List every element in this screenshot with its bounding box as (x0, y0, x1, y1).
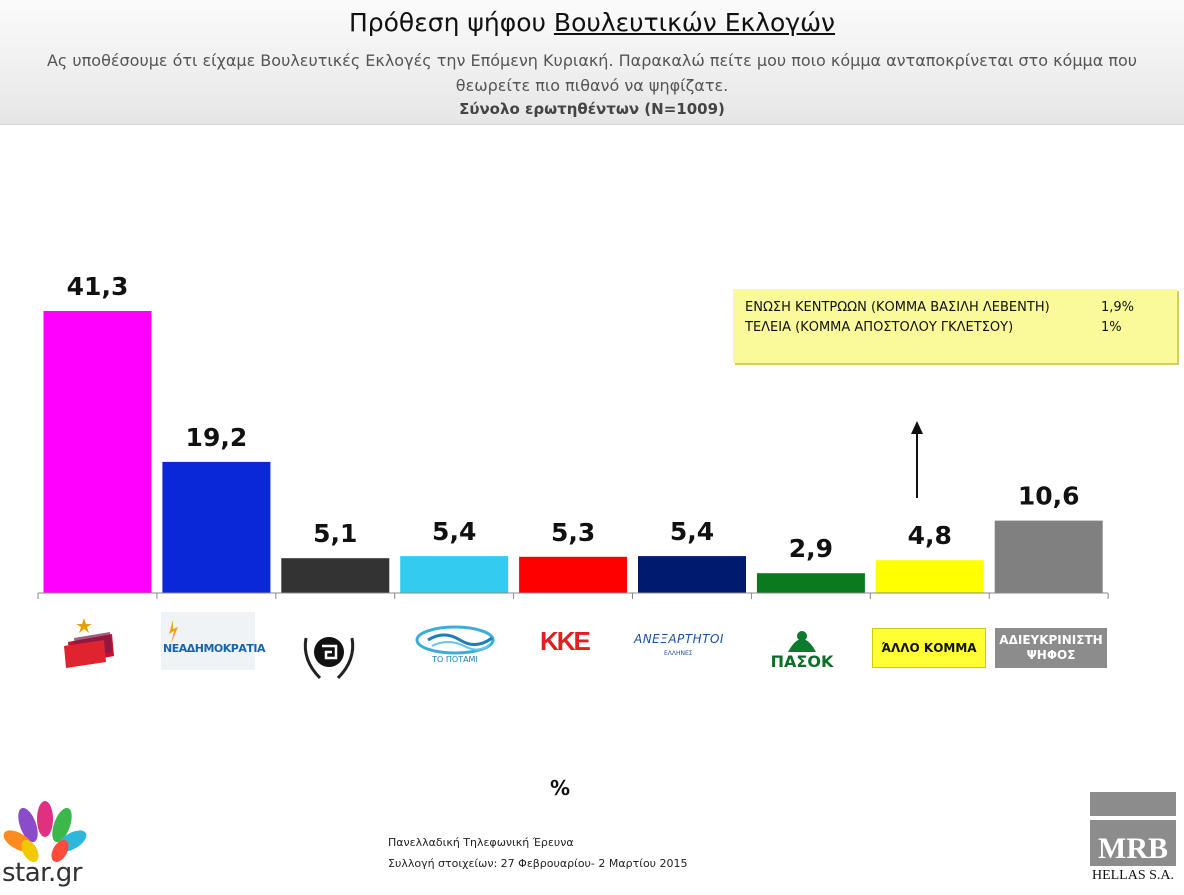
note-value: 1% (1101, 320, 1122, 335)
note-label: ΤΕΛΕΙΑ (ΚΟΜΜΑ ΑΠΟΣΤΟΛΟΥ ΓΚΛΕΤΣΟΥ) (745, 320, 1014, 335)
value-label-7: 4,8 (908, 521, 952, 550)
bar-0 (43, 311, 152, 593)
value-labels-group: 41,3 19,2 5,1 5,4 5,3 5,4 2,9 4,8 10,6 (67, 272, 1080, 563)
kke-logo: ΚΚΕ (540, 626, 592, 666)
note-label: ΕΝΩΣΗ ΚΕΝΤΡΩΩΝ (ΚΟΜΜΑ ΒΑΣΙΛΗ ΛΕΒΕΝΤΗ) (745, 300, 1050, 315)
other-party-label: ΆΛΛΟ ΚΟΜΜΑ (881, 640, 977, 655)
chart-title: Πρόθεση ψήφου Βουλευτικών Εκλογών (0, 8, 1184, 37)
value-label-3: 5,4 (432, 517, 476, 546)
potami-logo: ΤΟ ΠΟΤΑΜΙ (414, 624, 496, 668)
bar-2 (281, 558, 390, 593)
x-axis-ticks (37, 593, 1109, 599)
value-label-8: 10,6 (1018, 482, 1080, 511)
title-part-1: Πρόθεση ψήφου (348, 8, 554, 37)
note-value: 1,9% (1101, 300, 1135, 315)
nd-logo: ΝΕΑΔΗΜΟΚΡΑΤΙΑ (161, 612, 265, 670)
star-channel-logo (3, 801, 87, 862)
bar-8 (994, 520, 1103, 593)
value-label-2: 5,1 (313, 519, 357, 548)
pasok-logo: ΠΑΣΟΚ (766, 628, 838, 672)
mrb-logo-box (1090, 820, 1176, 866)
undecided-label-line2: ΨΗΦΟΣ (1026, 648, 1076, 662)
title-part-2: Βουλευτικών Εκλογών (553, 8, 836, 37)
pasok-logo-text: ΠΑΣΟΚ (770, 652, 834, 671)
syriza-logo (58, 612, 128, 672)
bar-4 (519, 556, 628, 593)
bars-group (43, 311, 1103, 593)
mrb-logo-bar (1090, 792, 1176, 816)
other-party-box: ΆΛΛΟ ΚΟΜΜΑ (872, 628, 986, 668)
footer-line-1: Πανελλαδική Τηλεφωνική Έρευνα (388, 836, 574, 849)
chart-header: Πρόθεση ψήφου Βουλευτικών Εκλογών Ας υπο… (0, 0, 1184, 125)
footer-line-2: Συλλογή στοιχείων: 27 Φεβρουαρίου- 2 Μαρ… (388, 857, 688, 870)
anel-logo: ΑΝΕΞΑΡΤΗΤΟΙ ΕΛΛΗΝΕΣ (634, 630, 724, 666)
value-label-6: 2,9 (789, 534, 833, 563)
anel-logo-text: ΑΝΕΞΑΡΤΗΤΟΙ (634, 632, 724, 646)
value-label-0: 41,3 (67, 272, 129, 301)
bar-1 (162, 461, 271, 593)
bar-6 (756, 573, 865, 593)
mrb-logo: MRB HELLAS S.A. (1090, 792, 1176, 886)
arrow-icon (911, 421, 923, 498)
value-label-1: 19,2 (186, 423, 248, 452)
mrb-logo-text: MRB (1098, 832, 1168, 865)
potami-logo-text: ΤΟ ΠΟΤΑΜΙ (432, 655, 478, 664)
bar-7 (875, 560, 984, 593)
value-label-5: 5,4 (670, 517, 714, 546)
star-channel-text: star.gr (2, 858, 82, 888)
mrb-logo-subtext: HELLAS S.A. (1091, 868, 1175, 883)
golden-dawn-logo (298, 626, 360, 684)
x-axis-label: % (549, 776, 571, 800)
kke-logo-text: ΚΚΕ (540, 626, 591, 656)
other-parties-note: ΕΝΩΣΗ ΚΕΝΤΡΩΩΝ (ΚΟΜΜΑ ΒΑΣΙΛΗ ΛΕΒΕΝΤΗ) 1,… (733, 289, 1177, 363)
bar-5 (638, 556, 746, 593)
nd-logo-text: ΝΕΑΔΗΜΟΚΡΑΤΙΑ (163, 642, 265, 655)
value-label-4: 5,3 (551, 518, 595, 547)
undecided-box: ΑΔΙΕΥΚΡΙΝΙΣΤΗ ΨΗΦΟΣ (995, 628, 1107, 668)
sample-size: Σύνολο ερωτηθέντων (N=1009) (459, 100, 725, 118)
footer-source: Πανελλαδική Τηλεφωνική Έρευνα Συλλογή στ… (388, 832, 688, 874)
question-text: Ας υποθέσουμε ότι είχαμε Βουλευτικές Εκλ… (46, 51, 1138, 95)
undecided-label-line1: ΑΔΙΕΥΚΡΙΝΙΣΤΗ (999, 633, 1103, 647)
bar-3 (400, 556, 509, 593)
anel-logo-sub: ΕΛΛΗΝΕΣ (664, 650, 693, 657)
